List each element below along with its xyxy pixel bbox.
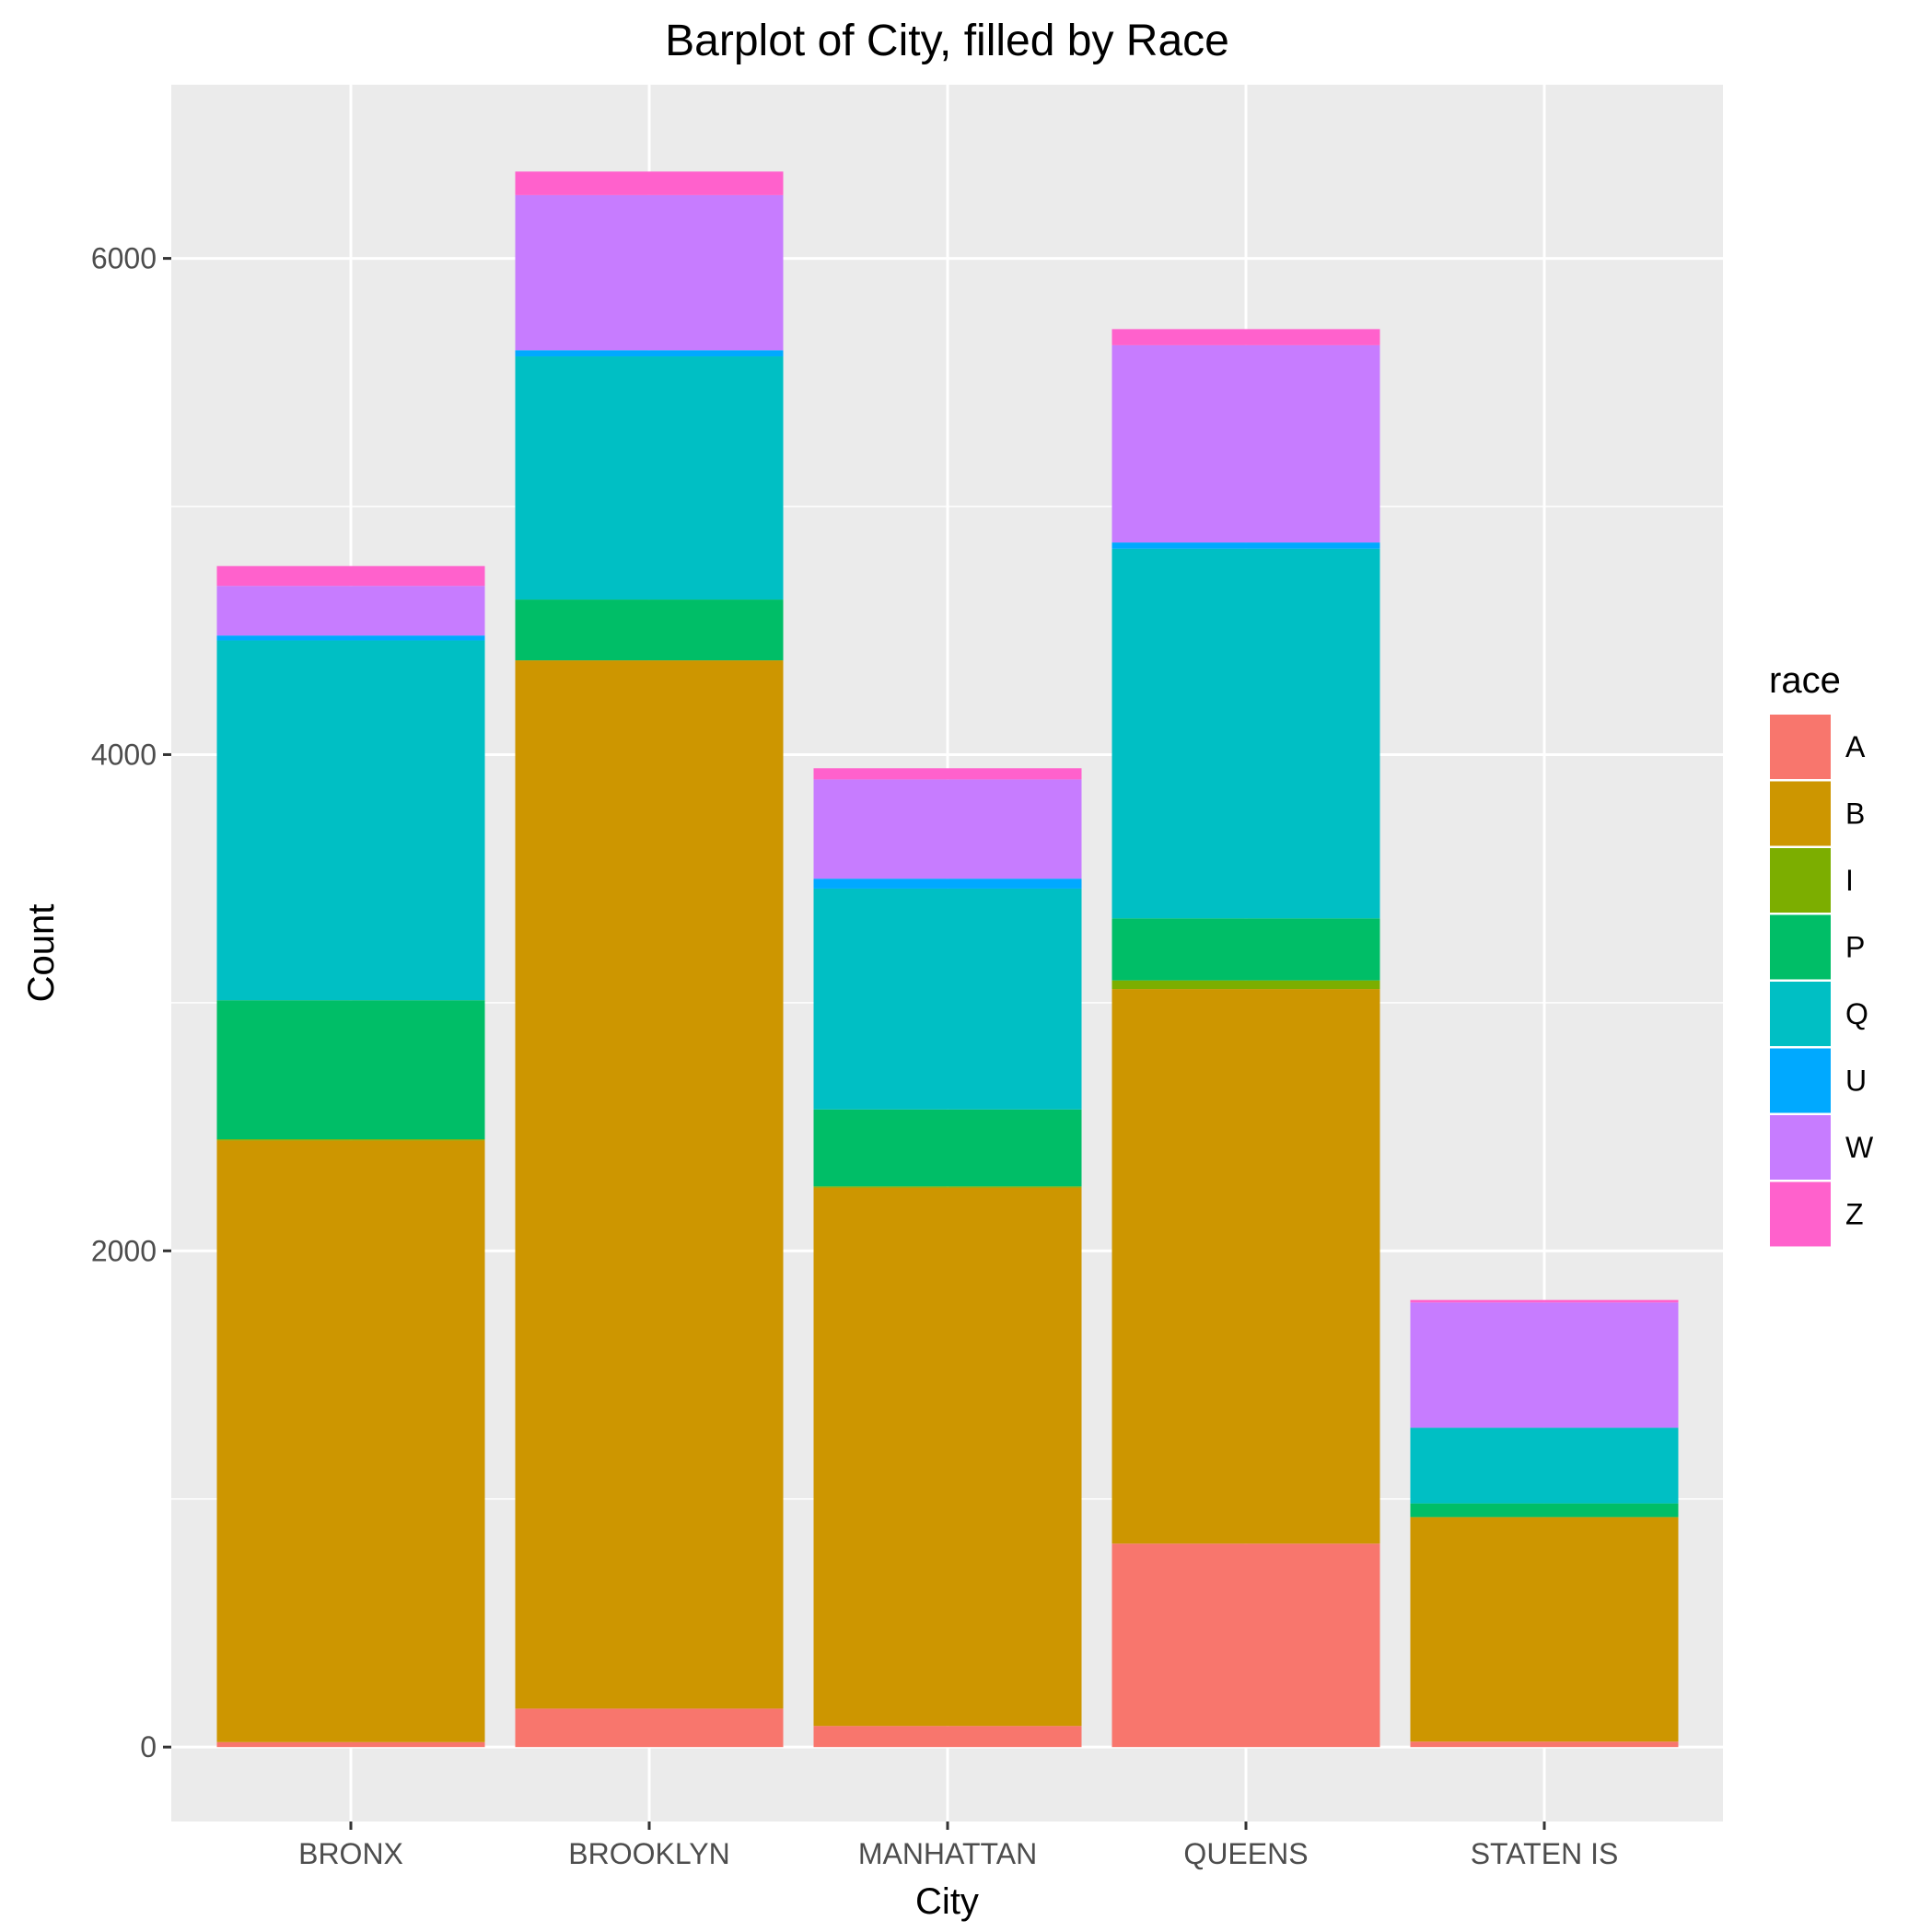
bar-segment-u xyxy=(1111,542,1380,549)
legend-key-u xyxy=(1770,1048,1831,1113)
bar-segment-w xyxy=(813,779,1082,879)
bar-segment-b xyxy=(216,1140,485,1742)
x-axis: BRONX BROOKLYN MANHATTAN QUEENS STATEN IS xyxy=(298,1821,1618,1870)
y-axis: 0 2000 4000 6000 xyxy=(91,242,171,1763)
bar-segment-q xyxy=(813,888,1082,1110)
y-axis-title: Count xyxy=(21,904,62,1003)
legend-label-z: Z xyxy=(1845,1198,1864,1231)
bar-segment-w xyxy=(1410,1302,1679,1428)
y-tick-label: 2000 xyxy=(91,1234,157,1267)
bar-segment-z xyxy=(1111,329,1380,345)
legend-label-u: U xyxy=(1845,1065,1867,1098)
x-axis-title: City xyxy=(915,1881,979,1922)
bar-segment-q xyxy=(1410,1427,1679,1504)
x-tick-label: BRONX xyxy=(298,1837,403,1870)
y-tick-label: 0 xyxy=(140,1730,157,1763)
legend-key-a xyxy=(1770,715,1831,779)
bar-segment-a xyxy=(515,1708,784,1748)
bars xyxy=(216,171,1679,1748)
bar-segment-i xyxy=(1111,980,1380,990)
legend-label-b: B xyxy=(1845,797,1865,831)
bar-segment-p xyxy=(515,599,784,661)
bar-segment-z xyxy=(216,565,485,587)
bar-segment-q xyxy=(1111,548,1380,919)
x-tick-label: QUEENS xyxy=(1183,1837,1308,1870)
x-tick-label: BROOKLYN xyxy=(568,1837,729,1870)
bar-segment-p xyxy=(813,1109,1082,1187)
bar-segment-u xyxy=(813,879,1082,889)
bar-segment-p xyxy=(1111,918,1380,981)
bar-segment-u xyxy=(216,635,485,641)
bar-segment-w xyxy=(1111,344,1380,543)
legend-key-z xyxy=(1770,1181,1831,1247)
bar-segment-b xyxy=(1111,989,1380,1544)
bar-segment-a xyxy=(1111,1543,1380,1748)
legend-label-a: A xyxy=(1845,730,1866,763)
legend: race A BI PQ UW Z xyxy=(1769,660,1874,1247)
bar-segment-p xyxy=(1410,1503,1679,1518)
legend-key-w xyxy=(1770,1115,1831,1180)
bar-segment-w xyxy=(216,586,485,636)
bar-segment-a xyxy=(813,1726,1082,1748)
legend-key-b xyxy=(1770,781,1831,846)
legend-title: race xyxy=(1769,660,1841,701)
bar-segment-p xyxy=(216,1000,485,1140)
bar-segment-u xyxy=(515,350,784,357)
bar-segment-w xyxy=(515,194,784,351)
legend-label-q: Q xyxy=(1845,997,1868,1030)
legend-key-p xyxy=(1770,914,1831,980)
legend-label-p: P xyxy=(1845,931,1865,964)
legend-key-q xyxy=(1770,982,1831,1046)
bar-segment-q xyxy=(515,356,784,600)
x-tick-label: MANHATTAN xyxy=(858,1837,1037,1870)
bar-segment-i xyxy=(813,1186,1082,1188)
bar-segment-b xyxy=(515,660,784,1709)
bar-segment-z xyxy=(1410,1299,1679,1303)
bar-segment-z xyxy=(813,768,1082,780)
bar-segment-b xyxy=(813,1187,1082,1727)
y-tick-label: 6000 xyxy=(91,242,157,275)
legend-key-i xyxy=(1770,848,1831,913)
bar-segment-a xyxy=(1410,1741,1679,1748)
legend-label-i: I xyxy=(1845,864,1854,897)
x-tick-label: STATEN IS xyxy=(1471,1837,1619,1870)
bar-segment-q xyxy=(216,640,485,1001)
bar-segment-b xyxy=(1410,1517,1679,1742)
bar-segment-a xyxy=(216,1741,485,1748)
bar-segment-i xyxy=(216,1139,485,1141)
bar-segment-z xyxy=(515,171,784,195)
chart-title: Barplot of City, filled by Race xyxy=(665,17,1229,65)
y-tick-label: 4000 xyxy=(91,738,157,771)
legend-label-w: W xyxy=(1845,1131,1874,1164)
